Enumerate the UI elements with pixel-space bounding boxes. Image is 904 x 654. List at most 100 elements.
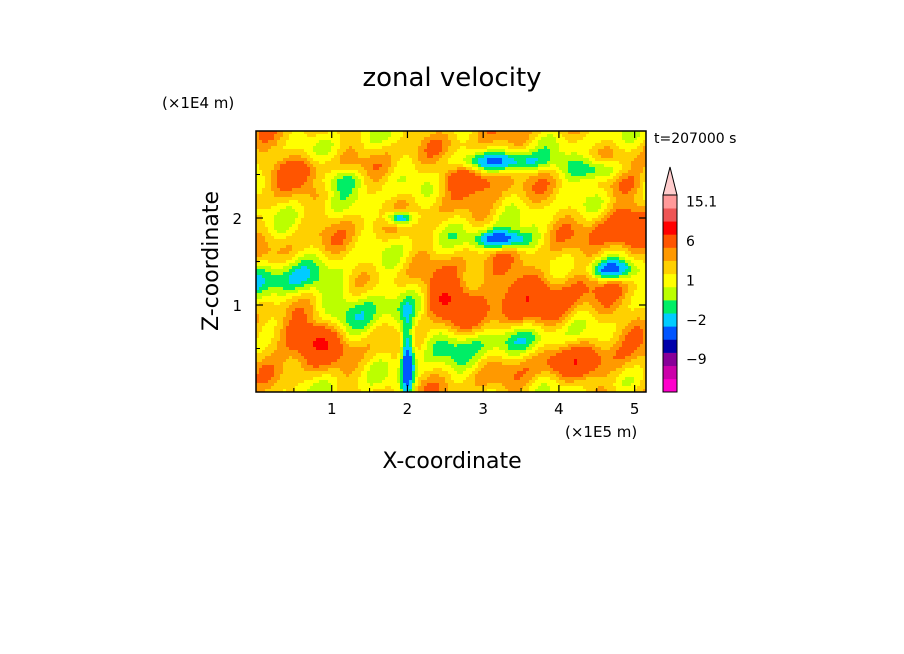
field-cell	[319, 209, 323, 213]
field-cell	[571, 131, 575, 135]
field-cell	[337, 131, 341, 135]
field-cell	[592, 131, 596, 135]
field-cell	[394, 131, 398, 135]
field-cell	[517, 164, 521, 168]
field-cell	[376, 230, 380, 234]
field-cell	[469, 131, 473, 135]
field-cell	[469, 227, 473, 231]
field-cell	[397, 149, 401, 153]
field-cell	[310, 233, 314, 237]
field-cell	[508, 194, 512, 198]
field-cell	[541, 233, 545, 237]
field-cell	[508, 221, 512, 225]
field-cell	[259, 131, 263, 135]
field-cell	[553, 152, 557, 156]
field-cell	[529, 218, 533, 222]
field-cell	[529, 236, 533, 240]
field-cell	[433, 227, 437, 231]
field-cell	[322, 173, 326, 177]
field-cell	[424, 185, 428, 189]
field-cell	[619, 200, 623, 204]
field-cell	[442, 152, 446, 156]
field-cell	[343, 185, 347, 189]
field-cell	[340, 185, 344, 189]
field-cell	[550, 197, 554, 201]
field-cell	[514, 221, 518, 225]
field-cell	[568, 170, 572, 174]
field-cell	[364, 164, 368, 168]
field-cell	[520, 164, 524, 168]
field-cell	[409, 188, 413, 192]
field-cell	[289, 236, 293, 240]
field-cell	[310, 167, 314, 171]
field-cell	[412, 137, 416, 141]
field-cell	[541, 194, 545, 198]
field-cell	[487, 233, 491, 237]
field-cell	[637, 149, 641, 153]
field-cell	[607, 161, 611, 165]
field-cell	[562, 236, 566, 240]
field-cell	[319, 245, 323, 249]
field-cell	[469, 188, 473, 192]
field-cell	[286, 209, 290, 213]
field-cell	[571, 239, 575, 243]
field-cell	[304, 191, 308, 195]
field-cell	[340, 212, 344, 216]
field-cell	[466, 233, 470, 237]
field-cell	[457, 173, 461, 177]
field-cell	[316, 185, 320, 189]
field-cell	[385, 245, 389, 249]
field-cell	[619, 134, 623, 138]
field-cell	[502, 194, 506, 198]
field-cell	[349, 173, 353, 177]
field-cell	[337, 173, 341, 177]
field-cell	[556, 218, 560, 222]
field-cell	[565, 152, 569, 156]
field-cell	[358, 239, 362, 243]
field-cell	[397, 167, 401, 171]
field-cell	[307, 140, 311, 144]
field-cell	[493, 161, 497, 165]
field-cell	[337, 227, 341, 231]
field-cell	[595, 194, 599, 198]
field-cell	[625, 137, 629, 141]
field-cell	[340, 149, 344, 153]
field-cell	[442, 137, 446, 141]
field-cell	[478, 140, 482, 144]
field-cell	[577, 224, 581, 228]
field-cell	[280, 218, 284, 222]
field-cell	[289, 212, 293, 216]
field-cell	[610, 218, 614, 222]
field-cell	[436, 140, 440, 144]
field-cell	[571, 167, 575, 171]
field-cell	[340, 137, 344, 141]
field-cell	[436, 152, 440, 156]
field-cell	[547, 134, 551, 138]
field-cell	[475, 152, 479, 156]
field-cell	[586, 155, 590, 159]
field-cell	[499, 179, 503, 183]
field-cell	[580, 212, 584, 216]
field-cell	[457, 209, 461, 213]
field-cell	[445, 179, 449, 183]
field-cell	[400, 167, 404, 171]
field-cell	[292, 152, 296, 156]
field-cell	[346, 131, 350, 135]
field-cell	[613, 200, 617, 204]
field-cell	[628, 131, 632, 135]
field-cell	[304, 215, 308, 219]
field-cell	[589, 236, 593, 240]
field-cell	[529, 143, 533, 147]
field-cell	[628, 218, 632, 222]
field-cell	[274, 143, 278, 147]
field-cell	[505, 140, 509, 144]
field-cell	[526, 194, 530, 198]
field-cell	[457, 158, 461, 162]
field-cell	[547, 212, 551, 216]
field-cell	[298, 140, 302, 144]
field-cell	[445, 212, 449, 216]
field-cell	[451, 173, 455, 177]
field-cell	[370, 239, 374, 243]
field-cell	[448, 212, 452, 216]
field-cell	[484, 227, 488, 231]
